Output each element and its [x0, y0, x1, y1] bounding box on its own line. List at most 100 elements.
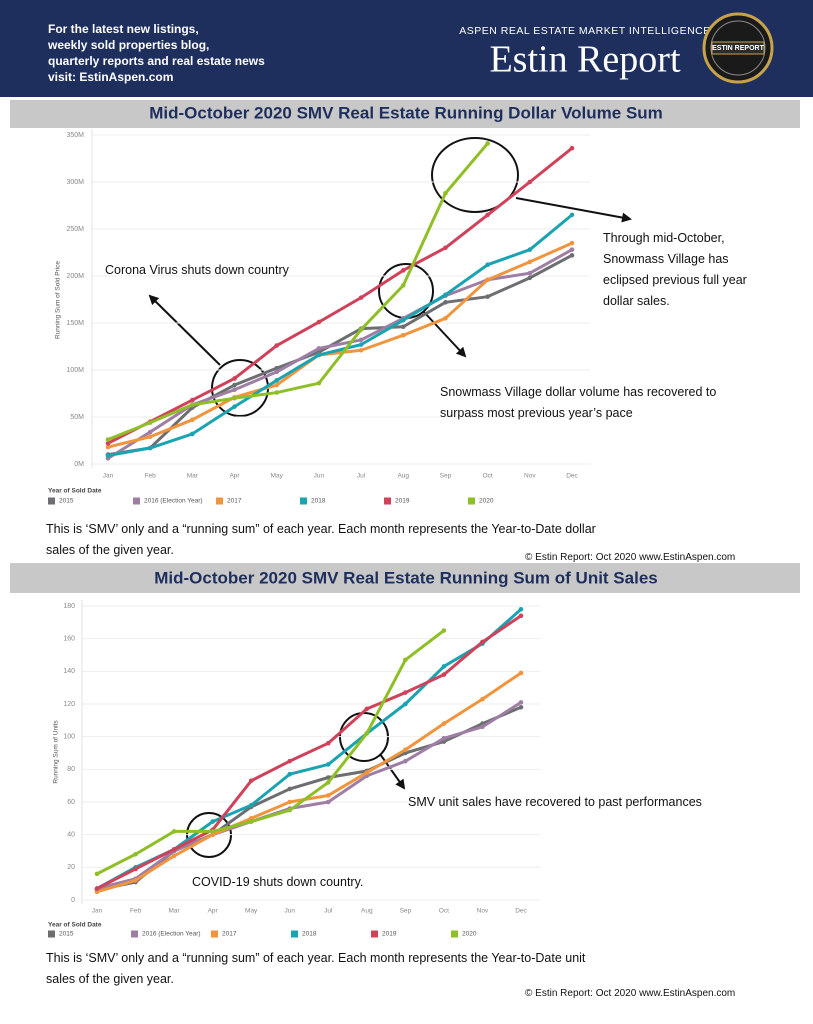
point	[527, 259, 533, 265]
x-tick-label: Sep	[440, 473, 452, 480]
legend-swatch	[131, 930, 138, 938]
point	[287, 799, 293, 805]
header-line: For the latest new listings,	[48, 22, 199, 36]
point	[105, 444, 111, 450]
point	[316, 380, 322, 386]
point	[569, 247, 575, 252]
point	[518, 670, 524, 676]
x-tick-label: May	[271, 473, 284, 480]
point	[274, 365, 280, 371]
point	[105, 441, 111, 446]
legend-label: 2015	[59, 931, 74, 938]
credit: © Estin Report: Oct 2020 www.EstinAspen.…	[525, 552, 736, 563]
point	[400, 324, 406, 330]
y-tick-label: 40	[67, 832, 75, 839]
y-tick-label: 350M	[66, 132, 84, 139]
point	[485, 294, 490, 299]
x-tick-label: Feb	[130, 908, 142, 915]
y-tick-label: 150M	[66, 320, 84, 327]
series-line	[96, 701, 522, 891]
x-tick-label: Nov	[524, 473, 536, 480]
legend-label: 2015	[59, 498, 74, 505]
point	[485, 212, 490, 218]
point	[518, 613, 524, 619]
point	[480, 724, 485, 730]
header-band	[0, 0, 813, 97]
point	[325, 799, 331, 805]
point	[105, 437, 111, 442]
x-tick-label: Jul	[357, 473, 366, 480]
point	[287, 807, 293, 813]
chart-title: Mid-October 2020 SMV Real Estate Running…	[154, 568, 657, 587]
point	[441, 736, 447, 741]
x-tick-label: Jan	[92, 908, 103, 915]
title-bar	[10, 100, 800, 128]
x-tick-label: Dec	[566, 473, 578, 480]
x-tick-label: Jan	[103, 473, 114, 480]
point	[364, 706, 370, 712]
point	[232, 382, 237, 388]
x-tick-label: Sep	[400, 908, 412, 915]
legend-swatch	[291, 930, 298, 938]
point	[400, 283, 406, 288]
point	[316, 319, 322, 325]
point	[569, 253, 575, 258]
logo-text: ESTIN REPORT	[712, 45, 764, 52]
point	[443, 300, 448, 305]
point	[403, 690, 408, 695]
point	[441, 721, 447, 726]
point	[480, 639, 485, 645]
brand: Estin Report	[489, 39, 680, 81]
series-line	[107, 146, 573, 445]
legend-swatch	[300, 497, 307, 505]
point	[248, 802, 254, 808]
point	[147, 445, 153, 451]
point	[358, 337, 364, 343]
point	[274, 343, 280, 348]
legend-label: 2016 (Election Year)	[144, 498, 203, 505]
point	[403, 758, 408, 764]
legend-title: Year of Sold Date	[48, 922, 102, 929]
logo-banner	[711, 41, 765, 55]
x-tick-label: Jun	[314, 473, 325, 480]
y-tick-label: 100	[63, 734, 75, 741]
legend-label: 2020	[462, 931, 477, 938]
header-line: weekly sold properties blog,	[47, 38, 209, 52]
point	[287, 758, 293, 764]
x-tick-label: Apr	[229, 473, 240, 480]
series-line	[96, 608, 522, 890]
point	[210, 832, 215, 837]
annotation: COVID-19 shuts down country.	[192, 875, 364, 889]
series-line	[107, 213, 573, 458]
point	[358, 295, 364, 300]
x-tick-label: Mar	[168, 908, 180, 915]
callout-arrow	[515, 197, 632, 223]
legend-title: Year of Sold Date	[48, 488, 102, 495]
point	[274, 369, 280, 375]
point	[147, 434, 153, 440]
callout-arrow	[423, 311, 467, 358]
point	[232, 404, 237, 409]
y-tick-label: 0	[71, 897, 75, 904]
y-tick-label: 160	[63, 636, 75, 643]
series-line	[107, 253, 573, 457]
point	[527, 270, 533, 276]
point	[443, 292, 448, 298]
y-tick-label: 20	[67, 864, 75, 871]
series-line	[107, 142, 489, 441]
callouts	[148, 137, 632, 858]
point	[210, 819, 215, 824]
legend-label: 2019	[395, 498, 410, 505]
point	[325, 793, 331, 798]
point	[358, 347, 364, 353]
header-line: quarterly reports and real estate news	[48, 54, 265, 68]
point	[171, 829, 177, 834]
x-tick-label: Jul	[324, 908, 333, 915]
point	[527, 247, 533, 252]
point	[443, 316, 448, 321]
point	[480, 696, 485, 702]
y-tick-label: 0M	[74, 461, 84, 468]
y-axis-label: Running Sum of Sold Price	[55, 261, 62, 339]
point	[364, 770, 370, 775]
